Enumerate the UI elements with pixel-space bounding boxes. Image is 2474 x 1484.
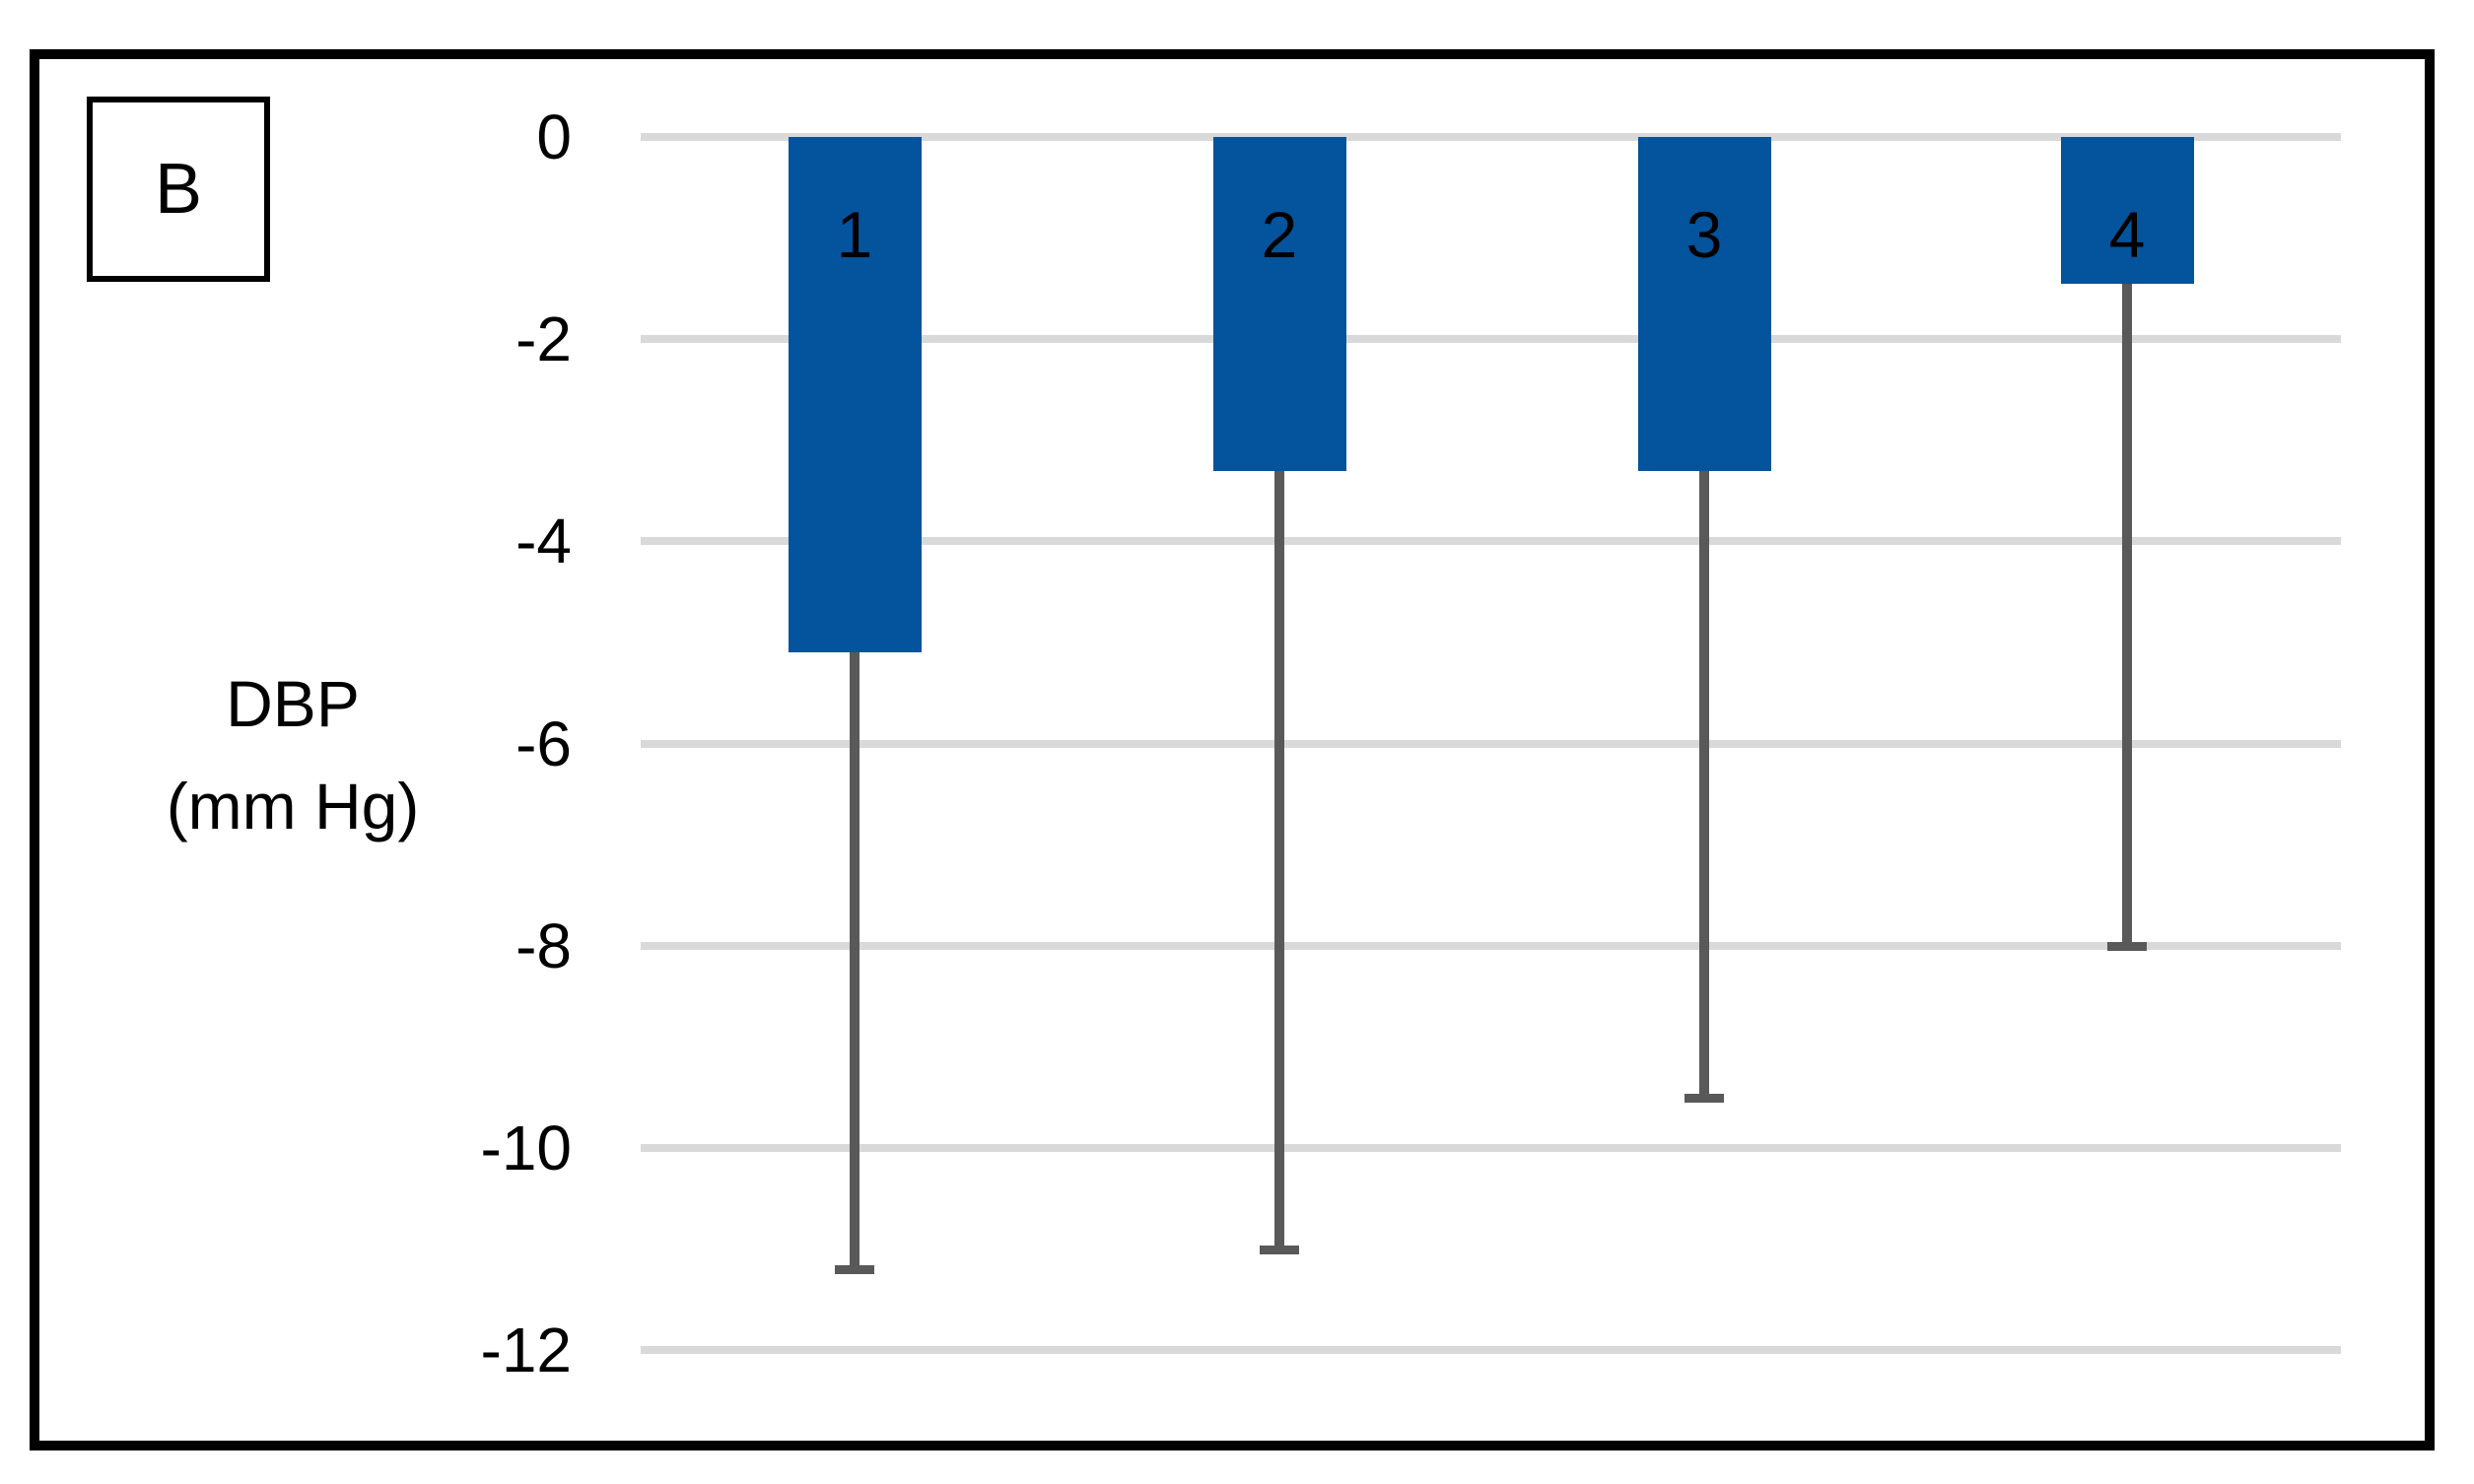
bar — [1637, 137, 1771, 471]
y-tick-label: -2 — [515, 304, 572, 375]
error-bar — [1699, 468, 1709, 1098]
panel-label-box: B — [87, 97, 270, 282]
y-tick-label: 0 — [536, 101, 572, 172]
gridline — [641, 537, 2341, 546]
bar-label: 4 — [2108, 198, 2146, 271]
error-bar — [1274, 468, 1284, 1249]
y-axis-label-line1: DBP — [226, 667, 360, 740]
gridline — [641, 1346, 2341, 1355]
gridline — [641, 941, 2341, 950]
gridline — [641, 335, 2341, 344]
bar — [2060, 137, 2194, 284]
bar-label: 1 — [836, 198, 873, 271]
gridline — [641, 133, 2341, 141]
bar — [788, 137, 922, 653]
y-tick-label: -4 — [515, 506, 572, 577]
y-tick-label: -6 — [515, 708, 572, 779]
error-bar-cap — [1684, 1093, 1724, 1103]
gridline — [641, 1144, 2341, 1152]
bar — [1212, 137, 1346, 471]
bar-label: 3 — [1685, 198, 1723, 271]
error-bar — [850, 650, 859, 1270]
error-bar-cap — [1260, 1245, 1299, 1254]
gridline — [641, 739, 2341, 748]
error-bar — [2122, 281, 2132, 946]
error-bar-cap — [2107, 941, 2147, 951]
panel-label: B — [154, 150, 203, 229]
y-tick-label: -12 — [480, 1315, 573, 1386]
y-tick-label: -8 — [515, 910, 572, 981]
y-tick-label: -10 — [480, 1113, 573, 1183]
y-axis-label: DBP (mm Hg) — [96, 652, 490, 857]
bar-label: 2 — [1261, 198, 1298, 271]
y-axis-label-line2: (mm Hg) — [166, 770, 420, 843]
error-bar-cap — [835, 1265, 874, 1275]
